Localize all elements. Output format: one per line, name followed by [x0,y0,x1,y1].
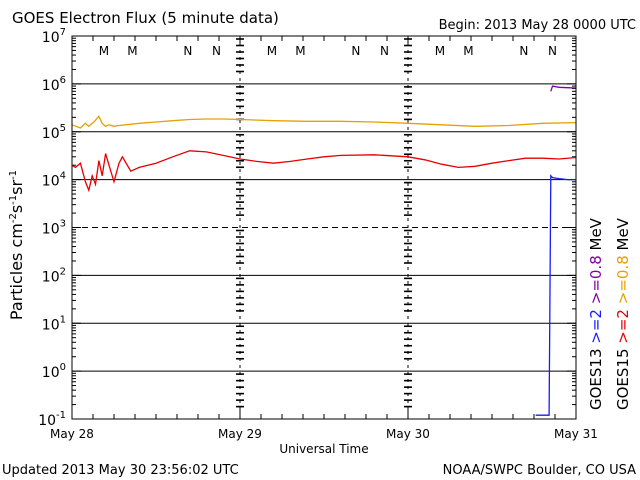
y-tick-label: 10-1 [38,410,66,429]
series-line [71,115,577,129]
y-tick-labels: 107 106 105 104 103 102 101 100 10-1 [38,27,66,429]
orbit-marker-label: N [548,44,557,58]
series-line [535,174,576,416]
plot-frame [71,35,577,420]
orbit-marker-label: N [519,44,528,58]
x-tick-label: May 30 [386,427,430,441]
legend-column: GOES15 >=2 >=0.8 MeV [614,217,632,410]
series-layer [71,85,577,416]
x-tick-label: May 31 [554,427,598,441]
y-tick-label: 105 [42,123,66,142]
grid-layer [72,36,576,419]
orbit-marker-label: N [380,44,389,58]
orbit-marker-label: M [435,44,445,58]
y-tick-label: 106 [42,75,66,94]
series-line [550,85,577,92]
orbit-marker-label: N [183,44,192,58]
series-line [71,150,577,193]
chart-title: GOES Electron Flux (5 minute data) [12,9,279,27]
orbit-marker-label: N [212,44,221,58]
begin-label: Begin: 2013 May 28 0000 UTC [439,18,636,33]
y-axis-label: Particles cm-2s-1sr-1 [7,170,26,320]
x-tick-labels: May 28 May 29 May 30 May 31 [50,427,598,441]
right-legend: GOES13 >=2 >=0.8 MeV GOES15 >=2 >=0.8 MeV [587,217,632,410]
y-tick-label: 101 [42,314,66,333]
x-tick-label: May 28 [50,427,94,441]
tick-layer [71,35,577,420]
legend-column: GOES13 >=2 >=0.8 MeV [587,217,605,410]
orbit-marker-label: M [99,44,109,58]
x-axis-label: Universal Time [279,442,368,456]
y-tick-label: 104 [42,171,66,190]
y-tick-label: 103 [42,219,66,238]
orbit-marker-label: M [463,44,473,58]
orbit-marker-label: M [295,44,305,58]
y-tick-label: 100 [42,362,66,381]
y-tick-label: 102 [42,266,66,285]
orbit-marker-label: M [127,44,137,58]
x-tick-label: May 29 [218,427,262,441]
orbit-marker-label: M [267,44,277,58]
y-tick-label: 107 [42,27,66,46]
orbit-marker-label: N [351,44,360,58]
footer-credit: NOAA/SWPC Boulder, CO USA [443,463,636,478]
footer-updated: Updated 2013 May 30 23:56:02 UTC [2,463,239,478]
